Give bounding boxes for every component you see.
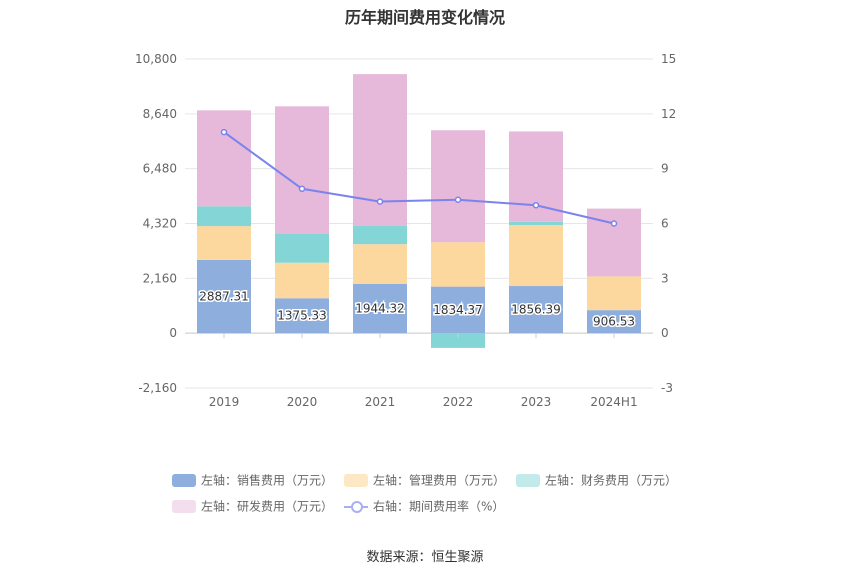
y-right-tick-label: 15 [661,52,676,66]
bar-finance [353,225,407,245]
bar-finance [275,233,329,263]
bar-finance [431,333,485,348]
data-label: 906.53 [593,315,635,329]
data-label: 2887.31 [199,290,249,304]
bar-admin [197,226,251,260]
y-left-tick-label: 8,640 [143,107,177,121]
rate-line [223,131,615,225]
bar-sales [509,286,563,334]
bar-finance [509,221,563,226]
data-label: 1834.37 [433,303,483,317]
y-right-tick-label: 6 [661,217,669,231]
bar-admin [431,242,485,287]
data-label: 1856.39 [511,303,561,317]
legend-label-rate: 右轴：期间费用率（%） [373,499,505,514]
bar-sales [197,259,251,334]
bar-sales [353,283,407,334]
legend-label-rnd: 左轴：研发费用（万元） [201,499,334,514]
rate-point [220,128,228,136]
legend-item-finance[interactable]: 左轴：财务费用（万元） [516,472,677,488]
legend-swatch-finance [516,474,540,487]
legend-label-sales: 左轴：销售费用（万元） [201,473,334,488]
bar-admin [275,262,329,299]
legend-swatch-admin [344,474,368,487]
data-label: 1375.33 [277,309,327,323]
bar-rnd [197,110,251,207]
y-left-tick-label: -2,160 [138,381,177,395]
legend-swatch-rnd [172,500,196,513]
x-tick-label: 2020 [287,395,318,409]
y-right-tick-label: 3 [661,271,669,285]
rate-point [454,196,462,203]
rate-point [532,201,540,209]
bar-sales [431,286,485,334]
legend-label-admin: 左轴：管理费用（万元） [373,473,506,488]
legend-line-rate [344,500,368,513]
bar-rnd [275,106,329,234]
bar-sales [587,310,641,334]
x-tick-label: 2022 [443,395,474,409]
legend-label-finance: 左轴：财务费用（万元） [545,473,678,488]
y-left-tick-label: 0 [169,326,177,340]
x-tick-label: 2023 [521,395,552,409]
legend-item-sales[interactable]: 左轴：销售费用（万元） [172,472,333,488]
rate-point [298,185,306,193]
y-left-tick-label: 6,480 [143,162,177,176]
y-right-tick-label: -3 [661,381,673,395]
legend-item-admin[interactable]: 左轴：管理费用（万元） [344,472,505,488]
y-right-tick-label: 12 [661,107,676,121]
x-tick-label: 2021 [365,395,396,409]
y-left-tick-label: 4,320 [143,217,177,231]
x-tick-label: 2019 [209,395,240,409]
rate-point [610,220,618,227]
y-right-tick-label: 0 [661,326,669,340]
legend-item-rnd[interactable]: 左轴：研发费用（万元） [172,498,333,514]
y-right-tick-label: 9 [661,162,669,176]
data-label: 1944.32 [355,301,405,315]
bar-finance [197,206,251,227]
x-tick-label: 2024H1 [590,395,637,409]
y-left-tick-label: 2,160 [143,271,177,285]
bar-sales [275,298,329,334]
y-left-tick-label: 10,800 [135,52,177,66]
legend-swatch-sales [172,474,196,487]
legend-item-rate[interactable]: 右轴：期间费用率（%） [344,498,504,514]
rate-point [376,198,384,205]
bar-admin [587,276,641,311]
bar-admin [509,225,563,287]
data-source: 数据来源：恒生聚源 [366,550,484,565]
bar-admin [353,244,407,284]
bar-rnd [431,130,485,243]
chart-title: 历年期间费用变化情况 [344,8,505,27]
